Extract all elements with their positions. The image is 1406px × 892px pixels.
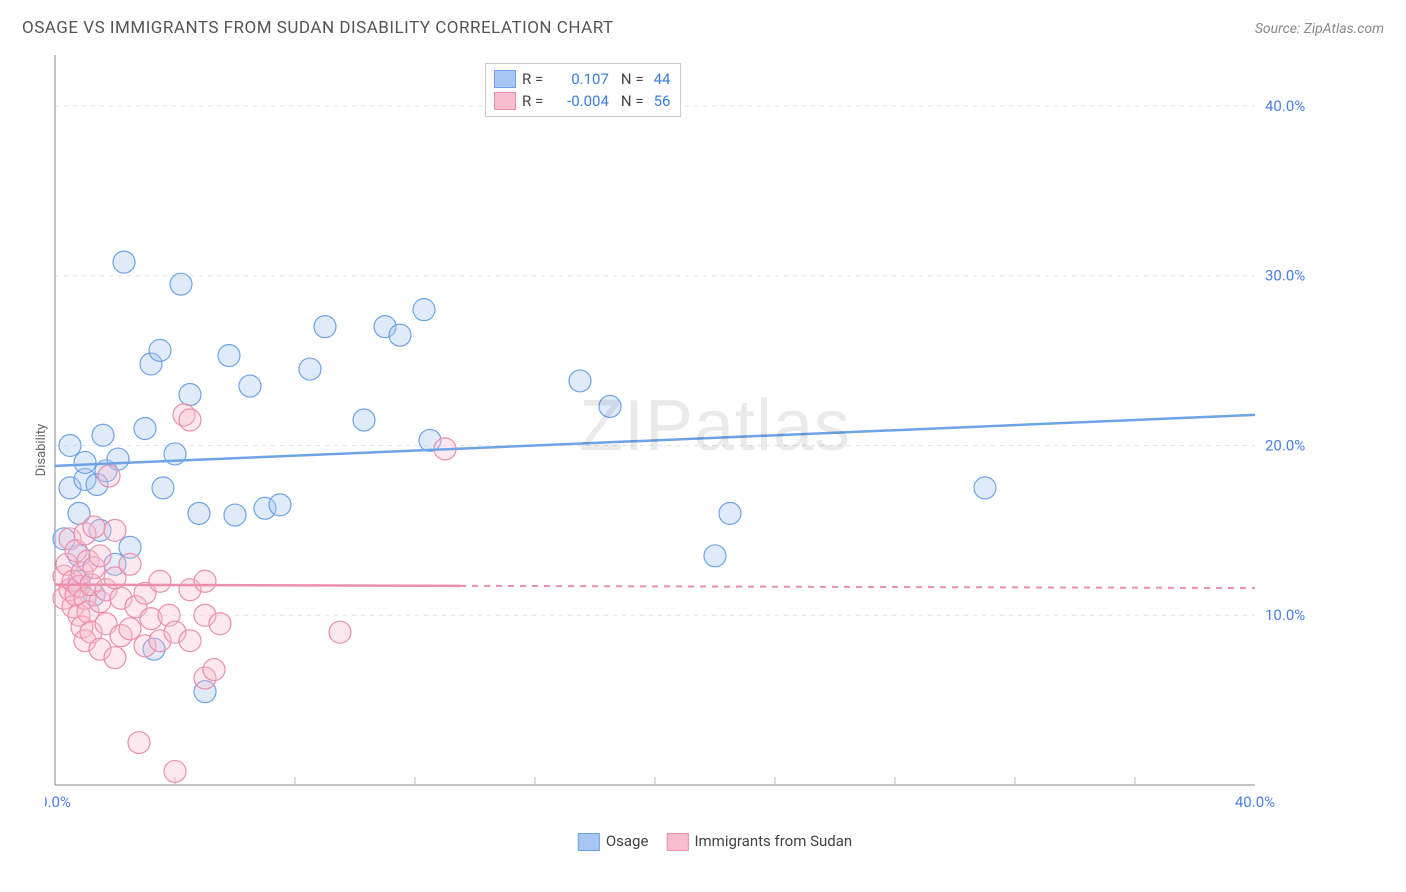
trend-line-dashed (460, 586, 1255, 588)
chart-container: Disability 10.0%20.0%30.0%40.0%0.0%40.0%… (45, 55, 1385, 845)
legend-stat-row: R = 0.107N =44 (494, 68, 670, 90)
data-point (89, 545, 111, 567)
data-point (74, 451, 96, 473)
scatter-chart: 10.0% 20.0% 30.0% 40.0% 0.0% 40.0% (45, 55, 1325, 815)
source-credit: Source: ZipAtlas.com (1255, 21, 1384, 37)
data-point (299, 358, 321, 380)
data-point (119, 618, 141, 640)
data-point (719, 502, 741, 524)
data-point (179, 384, 201, 406)
legend-item: Osage (578, 832, 649, 851)
data-point (98, 465, 120, 487)
data-point (179, 409, 201, 431)
legend-swatch (578, 833, 600, 851)
data-point (104, 519, 126, 541)
data-point (599, 395, 621, 417)
data-point (704, 545, 726, 567)
data-point (83, 516, 105, 538)
legend-item: Immigrants from Sudan (666, 832, 852, 851)
trend-line (55, 585, 460, 586)
data-point (314, 316, 336, 338)
x-tick-label: 0.0% (45, 793, 71, 811)
y-tick-label: 30.0% (1265, 267, 1305, 285)
data-point (128, 732, 150, 754)
data-point (239, 375, 261, 397)
data-point (134, 417, 156, 439)
data-point (329, 621, 351, 643)
legend-swatch (494, 70, 516, 88)
data-point (179, 630, 201, 652)
data-point (59, 434, 81, 456)
data-point (569, 370, 591, 392)
data-point (149, 339, 171, 361)
data-point (194, 570, 216, 592)
data-point (149, 570, 171, 592)
page-title: OSAGE VS IMMIGRANTS FROM SUDAN DISABILIT… (22, 18, 614, 38)
x-tick-label: 40.0% (1235, 793, 1275, 811)
legend-series: Osage Immigrants from Sudan (578, 832, 852, 851)
data-point (224, 504, 246, 526)
data-point (203, 659, 225, 681)
data-point (353, 409, 375, 431)
data-point (269, 494, 291, 516)
data-point (209, 613, 231, 635)
data-point (218, 344, 240, 366)
data-point (389, 324, 411, 346)
data-point (188, 502, 210, 524)
legend-stat-row: R = -0.004N =56 (494, 90, 670, 112)
data-point (104, 647, 126, 669)
y-tick-label: 20.0% (1265, 436, 1305, 454)
data-point (170, 273, 192, 295)
data-point (119, 553, 141, 575)
data-point (974, 477, 996, 499)
trend-line (55, 415, 1255, 466)
data-point (113, 251, 135, 273)
y-axis-label: Disability (34, 424, 49, 477)
data-point (413, 299, 435, 321)
data-point (164, 760, 186, 782)
data-point (92, 424, 114, 446)
legend-swatch (494, 92, 516, 110)
legend-swatch (666, 833, 688, 851)
data-point (152, 477, 174, 499)
y-tick-label: 10.0% (1265, 606, 1305, 624)
legend-stats: R = 0.107N =44R = -0.004N =56 (485, 63, 681, 117)
y-tick-label: 40.0% (1265, 97, 1305, 115)
